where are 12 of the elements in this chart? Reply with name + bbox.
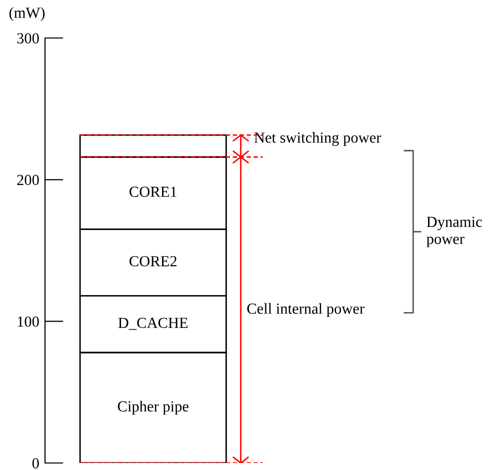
series-label: CORE2 [130,256,176,266]
series-label: Cipher pipe [118,400,188,415]
series-label: CORE1 [130,186,176,197]
y-tick-label: 100 [18,316,39,327]
y-axis-title: (mW) [9,7,45,21]
y-tick-label: 0 [32,458,39,468]
y-tick-label: 300 [17,33,39,44]
series-label: Net switching power [254,132,382,146]
text: Dynamic power [426,216,482,248]
series-label: D_CACHE [118,318,188,330]
y-tick-label: 200 [17,174,39,186]
text: Cell internal power [247,303,364,317]
